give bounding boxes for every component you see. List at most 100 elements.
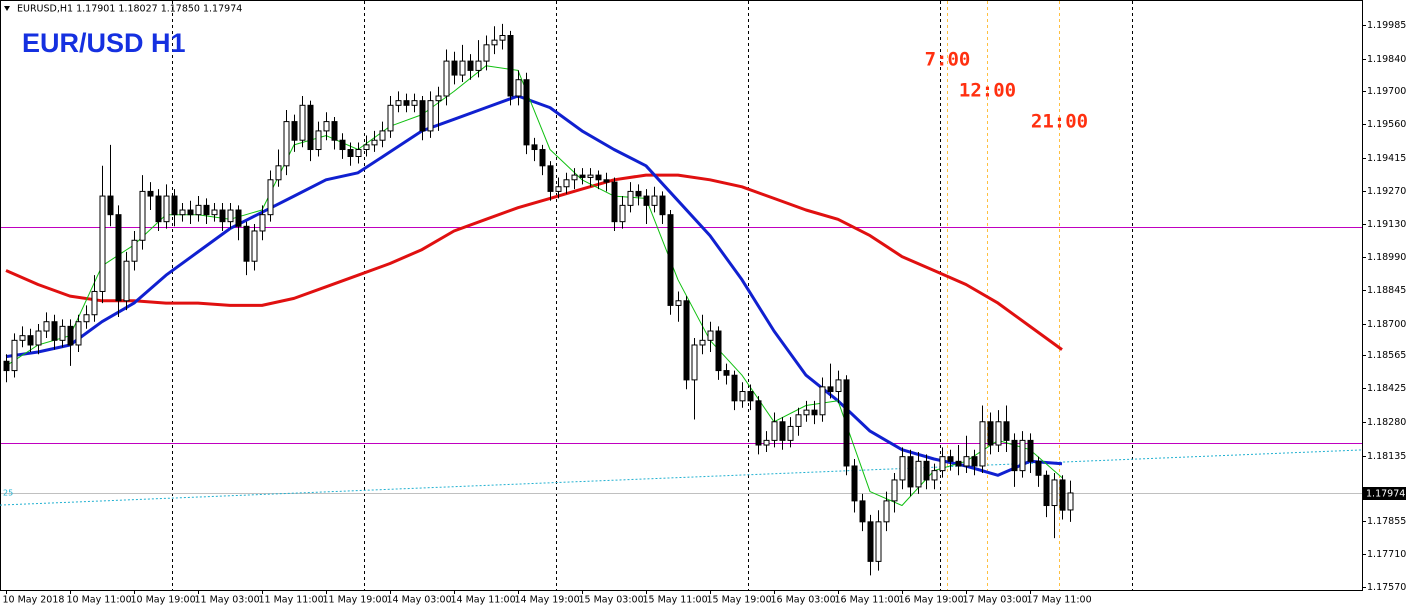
x-tick-label: 14 May 19:00 xyxy=(515,595,580,606)
y-tick-label: 1.17855 xyxy=(1367,516,1406,527)
candle-body xyxy=(107,195,114,216)
y-tick-label: 1.19840 xyxy=(1367,54,1406,65)
candle-body xyxy=(83,314,90,323)
candle-body xyxy=(219,209,226,223)
time-marker-label: 12:00 xyxy=(959,80,1016,102)
candle-body xyxy=(611,181,618,223)
y-tick-label: 1.18845 xyxy=(1367,285,1406,296)
candle-body xyxy=(3,360,10,372)
y-tick-label: 1.18990 xyxy=(1367,252,1406,263)
candle-body xyxy=(971,456,978,467)
candle-body xyxy=(435,95,442,102)
candle-body xyxy=(451,60,458,76)
candle-body xyxy=(1035,460,1042,476)
y-tick-label: 1.19415 xyxy=(1367,153,1406,164)
candle-body xyxy=(35,330,42,346)
candle-body xyxy=(43,321,50,332)
candle-body xyxy=(867,521,874,562)
candle-body xyxy=(291,121,298,141)
candle-body xyxy=(427,100,434,132)
candle-body xyxy=(171,195,178,216)
candle-body xyxy=(443,60,450,97)
candle-body xyxy=(883,500,890,523)
x-tick-label: 10 May 11:00 xyxy=(67,595,132,606)
candle-body xyxy=(659,195,666,216)
candle-body xyxy=(763,439,770,446)
candle-body xyxy=(939,456,946,472)
candle-body xyxy=(387,104,394,132)
x-tick-label: 14 May 03:00 xyxy=(387,595,452,606)
candle-body xyxy=(619,204,626,223)
candle-body xyxy=(67,325,74,346)
candle-body xyxy=(267,179,274,216)
candle-body xyxy=(155,195,162,223)
y-tick-label: 1.19700 xyxy=(1367,86,1406,97)
candle-body xyxy=(419,100,426,132)
candle-body xyxy=(579,174,586,178)
candle-body xyxy=(379,130,386,141)
candle-body xyxy=(891,479,898,502)
candle-body xyxy=(875,521,882,562)
x-tick-label: 16 May 11:00 xyxy=(835,595,900,606)
candle-body xyxy=(963,456,970,467)
candle-body xyxy=(59,325,66,341)
candle-body xyxy=(843,379,850,467)
x-tick-label: 10 May 2018 xyxy=(3,595,65,606)
candle-body xyxy=(163,195,170,223)
candle-body xyxy=(899,456,906,481)
plot-frame xyxy=(0,0,1363,591)
candle-body xyxy=(555,186,562,192)
candle-body xyxy=(179,209,186,216)
candle-body xyxy=(275,165,282,181)
candle-body xyxy=(475,60,482,71)
candle-body xyxy=(635,190,642,197)
candle-body xyxy=(243,225,250,262)
y-tick-label: 1.19560 xyxy=(1367,119,1406,130)
candle-body xyxy=(11,339,18,372)
menu-arrow[interactable] xyxy=(4,6,10,11)
candle-body xyxy=(851,465,858,502)
x-tick-label: 11 May 11:00 xyxy=(259,595,324,606)
candle-body xyxy=(91,290,98,316)
candle-body xyxy=(987,421,994,446)
candle-body xyxy=(795,414,802,427)
candle-body xyxy=(211,209,218,216)
candle-body xyxy=(819,386,826,416)
candle-body xyxy=(627,190,634,206)
candle-body xyxy=(251,230,258,262)
candle-body xyxy=(915,460,922,488)
candle-body xyxy=(723,370,730,376)
y-tick-label: 1.18280 xyxy=(1367,417,1406,428)
candle-body xyxy=(307,104,314,151)
candle-body xyxy=(731,374,738,402)
price-label: 1.17974 xyxy=(1366,489,1405,500)
candle-body xyxy=(835,379,842,393)
candle-body xyxy=(315,130,322,151)
candle-body xyxy=(715,330,722,372)
candle-body xyxy=(491,39,498,46)
candle-body xyxy=(51,321,58,341)
candle-body xyxy=(923,460,930,481)
candle-body xyxy=(123,260,130,302)
x-tick-label: 16 May 03:00 xyxy=(771,595,836,606)
trendline-label: 25 xyxy=(3,489,13,498)
candle-body xyxy=(1059,479,1066,511)
candle-body xyxy=(499,35,506,41)
chart-title: EUR/USD H1 xyxy=(22,28,186,58)
x-tick-label: 17 May 03:00 xyxy=(963,595,1028,606)
candle-body xyxy=(995,421,1002,446)
x-tick-label: 15 May 03:00 xyxy=(579,595,644,606)
candle-body xyxy=(139,190,146,241)
y-tick-label: 1.19130 xyxy=(1367,219,1406,230)
candle-body xyxy=(395,100,402,106)
candle-body xyxy=(195,204,202,216)
candle-body xyxy=(347,149,354,158)
x-tick-label: 17 May 11:00 xyxy=(1027,595,1092,606)
candle-body xyxy=(683,300,690,381)
moving-average xyxy=(5,173,1063,351)
candle-body xyxy=(19,335,26,341)
candle-body xyxy=(747,391,754,402)
candle-body xyxy=(259,214,266,232)
candle-body xyxy=(523,79,530,146)
candle-body xyxy=(691,344,698,381)
